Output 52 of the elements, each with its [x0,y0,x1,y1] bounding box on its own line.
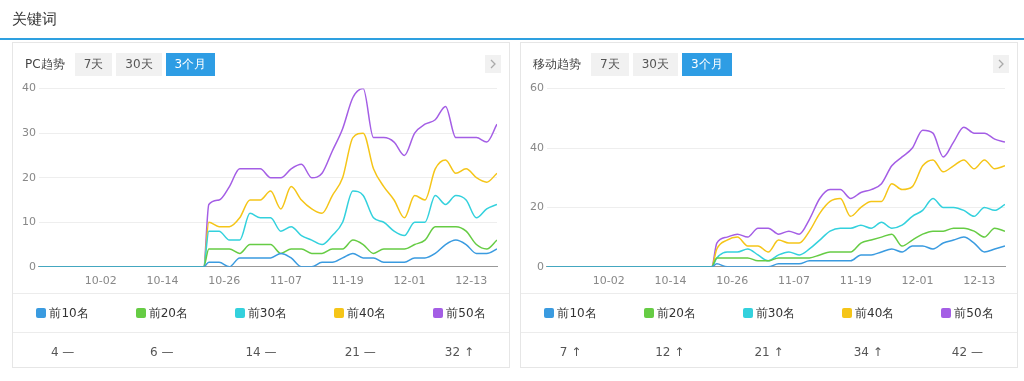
legend-label: 前20名 [655,304,697,322]
text: 3个月 [165,52,216,76]
x-tick-label: 11-19 [839,274,872,288]
legend-label: 前50名 [445,304,487,322]
text: 3个月 [681,52,732,76]
legend-label: 前30名 [754,304,797,322]
x-tick-label: 10-02 [592,274,625,288]
text: 6 — [149,345,175,359]
y-tick-label: 20 [530,200,544,214]
x-tick-label: 12-01 [393,274,426,288]
text: 34 ↑ [852,345,884,359]
text: 7天 [74,52,113,76]
legend-label: 前50名 [953,304,995,322]
text: 7 ↑ [558,345,583,359]
x-tick-label: 11-07 [270,274,302,288]
chart-subtitle: PC趋势 [25,55,65,73]
y-tick-label: 40 [530,140,544,154]
legend-label: 前40名 [854,304,896,322]
chart-subtitle: 移动趋势 [533,55,581,73]
x-tick-label: 10-26 [208,274,241,288]
legend-label: 前10名 [48,304,90,322]
text: 12 ↑ [654,345,686,359]
text: 21 ↑ [753,345,785,359]
x-tick-label: 12-13 [963,274,996,288]
x-tick-label: 12-01 [901,274,934,288]
text: 30天 [632,52,678,76]
x-tick-label: 10-14 [146,274,179,288]
text: 30天 [116,52,162,76]
text: 14 — [244,345,278,359]
legend-label: 前40名 [346,304,388,322]
text: 32 ↑ [443,345,475,359]
text: 42 — [950,345,984,359]
y-tick-label: 10 [22,215,36,229]
chart-title: 关键词 [12,10,57,29]
y-tick-label: 30 [22,126,36,140]
text: 21 — [343,345,377,359]
legend-label: 前10名 [556,304,598,322]
y-tick-label: 60 [530,81,544,95]
x-tick-label: 12-13 [455,274,488,288]
x-tick-label: 10-26 [716,274,749,288]
y-tick-label: 20 [22,170,36,184]
x-tick-label: 11-19 [331,274,364,288]
y-tick-label: 40 [22,81,36,95]
text: 7天 [591,52,629,76]
text: 4 — [49,345,76,359]
y-tick-label: 0 [29,259,36,273]
legend-label: 前20名 [147,304,189,322]
x-tick-label: 10-02 [84,274,117,288]
x-tick-label: 11-07 [778,274,810,288]
x-tick-label: 10-14 [654,274,687,288]
y-tick-label: 0 [537,259,544,273]
legend-label: 前30名 [246,304,289,322]
